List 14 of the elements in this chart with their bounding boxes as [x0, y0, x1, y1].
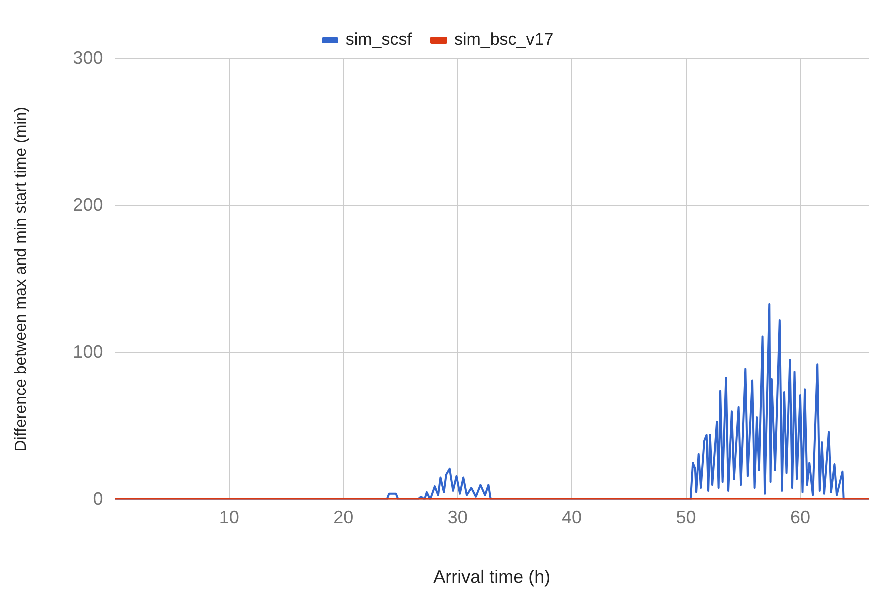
x-axis-title: Arrival time (h)	[434, 567, 551, 588]
y-tick-label: 300	[73, 48, 104, 68]
legend-label: sim_scsf	[346, 30, 412, 50]
legend-label: sim_bsc_v17	[454, 30, 554, 50]
y-tick-label: 200	[73, 194, 104, 215]
x-tick-label: 40	[562, 508, 582, 528]
y-tick-label: 0	[93, 488, 104, 509]
y-axis-title: Difference between max and min start time (min)	[13, 107, 30, 452]
y-tick-label: 100	[73, 342, 104, 362]
x-tick-label: 30	[448, 508, 468, 528]
x-tick-label: 60	[790, 508, 810, 528]
x-tick-label: 20	[334, 508, 354, 528]
x-tick-label: 10	[219, 508, 240, 528]
x-tick-label: 50	[676, 508, 696, 528]
